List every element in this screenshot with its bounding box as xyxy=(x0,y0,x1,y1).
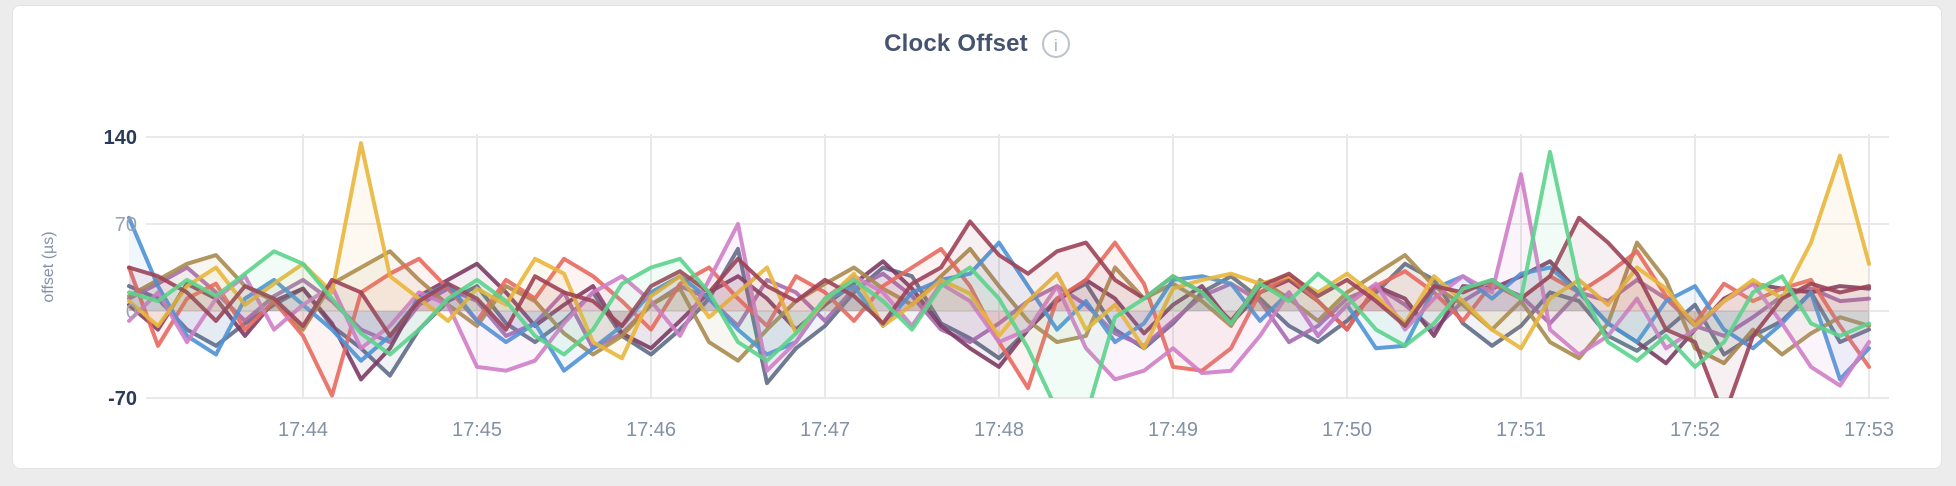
series-line-green xyxy=(127,149,1871,398)
x-axis-tick-label: 17:53 xyxy=(1844,419,1894,441)
x-axis-tick-label: 17:52 xyxy=(1670,419,1720,441)
x-axis-tick-label: 17:48 xyxy=(974,419,1024,441)
clock-offset-chart[interactable]: 140 70 0 -70 offset (µs) 17:44 17:45 17:46 17:47… xyxy=(13,6,1943,468)
chart-header: Clock Offset i xyxy=(13,30,1941,58)
series-line-orchid xyxy=(127,172,1871,388)
series-area-plum xyxy=(129,261,1869,380)
x-axis-tick-label: 17:46 xyxy=(626,419,676,441)
x-axis: 17:44 17:45 17:46 17:47 17:48 17:49 17:50 17:51… xyxy=(278,419,1894,441)
chart-card: Clock Offset i 140 70 0 -70 offset (µs) 17:44… xyxy=(12,5,1942,469)
series-area-salmon xyxy=(129,242,1869,396)
info-icon[interactable]: i xyxy=(1041,30,1070,58)
y-axis: 140 70 0 -70 offset (µs) xyxy=(40,127,137,410)
chart-title: Clock Offset xyxy=(884,30,1028,57)
x-axis-tick-label: 17:45 xyxy=(452,419,502,441)
x-axis-tick-label: 17:44 xyxy=(278,419,328,441)
series-area-maroon xyxy=(129,217,1869,398)
series-line-khaki xyxy=(127,240,1871,366)
y-axis-title: offset (µs) xyxy=(40,231,57,302)
x-axis-tick-label: 17:51 xyxy=(1496,419,1546,441)
series-area-green xyxy=(129,151,1869,398)
y-axis-tick-label: 0 xyxy=(126,301,137,323)
x-axis-tick-label: 17:50 xyxy=(1322,419,1372,441)
series-area-yellow xyxy=(129,143,1869,359)
series-area-orchid xyxy=(129,174,1869,386)
x-axis-tick-label: 17:47 xyxy=(800,419,850,441)
y-axis-tick-label: 140 xyxy=(104,127,137,149)
y-axis-tick-label: -70 xyxy=(108,388,137,410)
series-line-maroon xyxy=(127,215,1871,398)
chart-series xyxy=(127,141,1871,398)
x-axis-tick-label: 17:49 xyxy=(1148,419,1198,441)
y-axis-tick-label: 70 xyxy=(115,214,137,236)
